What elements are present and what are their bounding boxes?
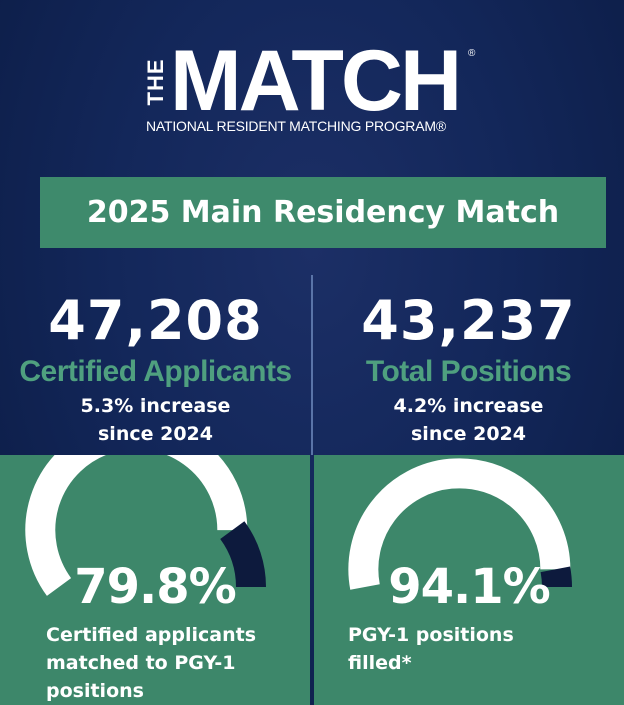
matched-gauge-remainder (219, 521, 266, 588)
stats-divider (311, 275, 313, 455)
filled-panel: 94.1% PGY-1 positions filled* (314, 455, 624, 705)
matched-gauge (25, 455, 266, 596)
logo-match-text: MATCH (170, 33, 462, 129)
matched-panel: 79.8% Certified applicants matched to PG… (0, 455, 310, 705)
logo-registered-mark: ® (468, 48, 476, 59)
logo-subtitle: NATIONAL RESIDENT MATCHING PROGRAM® (146, 118, 446, 134)
filled-gauge-track (348, 458, 571, 590)
positions-label: Total Positions (365, 355, 572, 388)
positions-number: 43,237 (361, 289, 576, 352)
matched-caption-line2: matched to PGY-1 (46, 652, 236, 674)
filled-gauge (348, 458, 573, 590)
applicants-change-line1: 5.3% increase (80, 395, 231, 417)
positions-change-line1: 4.2% increase (393, 395, 544, 417)
matched-caption-line1: Certified applicants (46, 624, 257, 646)
matched-percent: 79.8% (74, 559, 237, 615)
filled-caption-line2: filled* (348, 652, 412, 674)
applicants-change-line2: since 2024 (98, 423, 213, 445)
banner-title: 2025 Main Residency Match (86, 195, 560, 230)
title-banner: 2025 Main Residency Match (40, 177, 606, 248)
logo-the: THE (143, 50, 169, 116)
filled-percent: 94.1% (388, 559, 551, 615)
positions-change-line2: since 2024 (411, 423, 526, 445)
matched-caption-line3: positions (46, 680, 144, 702)
match-logo: THE MATCH ® NATIONAL RESIDENT MATCHING P… (0, 36, 624, 142)
filled-caption-line1: PGY-1 positions (348, 624, 514, 646)
filled-gauge-remainder (540, 566, 573, 588)
matched-gauge-track (25, 455, 248, 596)
logo-the-text: THE (143, 58, 168, 106)
stat-applicants: 47,208 Certified Applicants 5.3% increas… (0, 290, 311, 448)
applicants-label: Certified Applicants (19, 355, 292, 388)
matched-caption: Certified applicants matched to PGY-1 po… (46, 621, 306, 705)
stat-positions: 43,237 Total Positions 4.2% increase sin… (313, 290, 624, 448)
applicants-number: 47,208 (48, 289, 263, 352)
filled-caption: PGY-1 positions filled* (348, 621, 608, 677)
